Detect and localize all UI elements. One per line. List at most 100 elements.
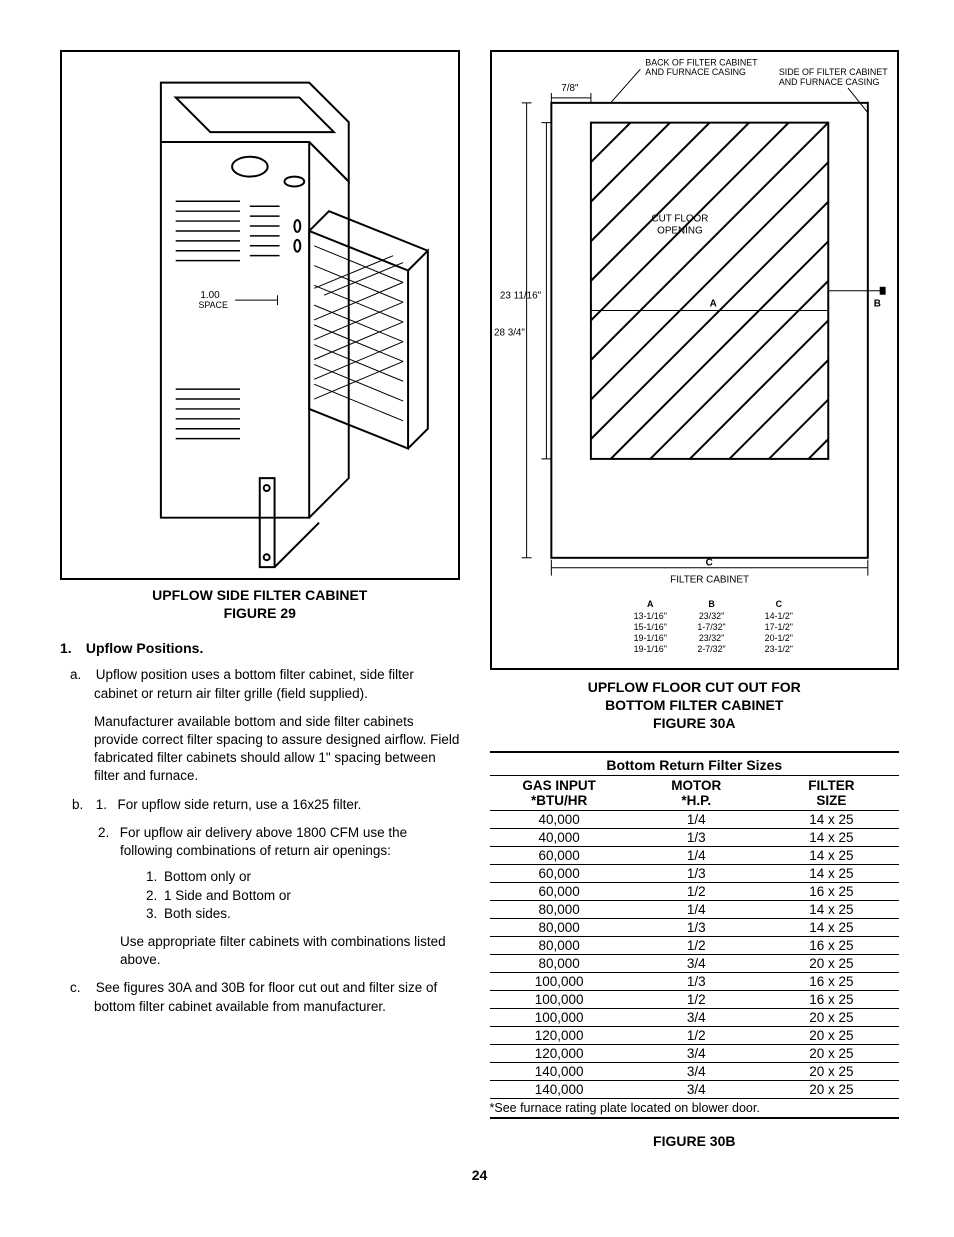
- table-cell: 16 x 25: [764, 972, 899, 990]
- table-cell: 120,000: [490, 1044, 629, 1062]
- figure-29-svg: 1.00 SPACE: [62, 52, 458, 578]
- dimtable-cell: 2-7/32": [697, 644, 725, 654]
- dimtable-cell: 19-1/16": [633, 644, 666, 654]
- table-row: 120,0003/420 x 25: [490, 1044, 900, 1062]
- dim-7-8: 7/8": [561, 83, 579, 94]
- th-gas-input: GAS INPUT: [494, 778, 625, 793]
- th-size: SIZE: [768, 793, 895, 808]
- th-filter: FILTER: [768, 778, 895, 793]
- table-cell: 1/2: [629, 936, 764, 954]
- table-row: 60,0001/314 x 25: [490, 864, 900, 882]
- table-row: 60,0001/216 x 25: [490, 882, 900, 900]
- para-b2-tail: Use appropriate filter cabinets with com…: [120, 933, 460, 969]
- table-cell: 40,000: [490, 810, 629, 828]
- table-cell: 14 x 25: [764, 918, 899, 936]
- table-cell: 14 x 25: [764, 810, 899, 828]
- table-cell: 3/4: [629, 1080, 764, 1098]
- table-cell: 1/2: [629, 1026, 764, 1044]
- dimtable-cell: 15-1/16": [633, 622, 666, 632]
- table-cell: 100,000: [490, 990, 629, 1008]
- table-cell: 1/3: [629, 828, 764, 846]
- dimtable-h-B: B: [708, 599, 715, 609]
- b2-list-item: 1.Bottom only or: [146, 868, 460, 886]
- table-cell: 80,000: [490, 954, 629, 972]
- left-column: 1.00 SPACE UPFLOW SIDE FILTER CABINET FI…: [60, 50, 460, 1149]
- table-cell: 3/4: [629, 954, 764, 972]
- table-cell: 14 x 25: [764, 864, 899, 882]
- table-cell: 20 x 25: [764, 1026, 899, 1044]
- dim-28-3-4: 28 3/4": [493, 327, 524, 338]
- fig30a-caption-l1: UPFLOW FLOOR CUT OUT FOR: [490, 678, 900, 696]
- figure-29-caption-line2: FIGURE 29: [60, 604, 460, 622]
- table-cell: 16 x 25: [764, 882, 899, 900]
- table-cell: 14 x 25: [764, 828, 899, 846]
- b2-list-item: 3.Both sides.: [146, 905, 460, 923]
- table-cell: 120,000: [490, 1026, 629, 1044]
- text-b1: For upflow side return, use a 16x25 filt…: [118, 797, 362, 812]
- dimtable-cell: 19-1/16": [633, 633, 666, 643]
- table-30b: Bottom Return Filter Sizes GAS INPUT *BT…: [490, 751, 900, 1119]
- section-1-title-text: Upflow Positions.: [86, 640, 203, 656]
- dimtable-cell: 23/32": [698, 633, 723, 643]
- label-side2: AND FURNACE CASING: [778, 77, 879, 87]
- table-cell: 1/4: [629, 810, 764, 828]
- table-row: 80,0001/414 x 25: [490, 900, 900, 918]
- table-cell: 60,000: [490, 864, 629, 882]
- dimtable-cell: 13-1/16": [633, 611, 666, 621]
- table-cell: 60,000: [490, 882, 629, 900]
- fig30a-caption-l2: BOTTOM FILTER CABINET: [490, 696, 900, 714]
- figure-29-box: 1.00 SPACE: [60, 50, 460, 580]
- table-cell: 1/2: [629, 882, 764, 900]
- table-cell: 1/4: [629, 846, 764, 864]
- table-cell: 1/3: [629, 918, 764, 936]
- table-row: 140,0003/420 x 25: [490, 1062, 900, 1080]
- dimtable-cell: 14-1/2": [764, 611, 792, 621]
- table-cell: 16 x 25: [764, 936, 899, 954]
- table-cell: 80,000: [490, 936, 629, 954]
- dimtable-cell: 17-1/2": [764, 622, 792, 632]
- table-cell: 100,000: [490, 1008, 629, 1026]
- figure-30a-box: BACK OF FILTER CABINET AND FURNACE CASIN…: [490, 50, 900, 670]
- label-back: BACK OF FILTER CABINET: [645, 57, 758, 67]
- table-title: Bottom Return Filter Sizes: [490, 753, 900, 776]
- table-cell: 140,000: [490, 1080, 629, 1098]
- page: 1.00 SPACE UPFLOW SIDE FILTER CABINET FI…: [0, 0, 954, 1237]
- figure-30a-caption: UPFLOW FLOOR CUT OUT FOR BOTTOM FILTER C…: [490, 678, 900, 733]
- figure-30a-svg: BACK OF FILTER CABINET AND FURNACE CASIN…: [492, 52, 898, 668]
- table-cell: 1/3: [629, 972, 764, 990]
- para-a2: Manufacturer available bottom and side f…: [94, 713, 460, 786]
- table-cell: 60,000: [490, 846, 629, 864]
- page-number: 24: [60, 1167, 899, 1183]
- table-row: 100,0003/420 x 25: [490, 1008, 900, 1026]
- figure-30b-caption: FIGURE 30B: [490, 1133, 900, 1149]
- table-row: 60,0001/414 x 25: [490, 846, 900, 864]
- table-cell: 20 x 25: [764, 1044, 899, 1062]
- b2-item-n: 2.: [146, 887, 164, 905]
- label-b2: 2.: [98, 824, 116, 842]
- table-cell: 20 x 25: [764, 1062, 899, 1080]
- table-row: 100,0001/316 x 25: [490, 972, 900, 990]
- cut-opening: OPENING: [657, 225, 703, 236]
- para-b2: 2. For upflow air delivery above 1800 CF…: [120, 824, 460, 860]
- th-hp: *H.P.: [633, 793, 760, 808]
- b2-item-n: 1.: [146, 868, 164, 886]
- figure-29-caption: UPFLOW SIDE FILTER CABINET FIGURE 29: [60, 586, 460, 622]
- para-a: a. Upflow position uses a bottom filter …: [94, 666, 460, 702]
- table-cell: 20 x 25: [764, 954, 899, 972]
- table-cell: 20 x 25: [764, 1080, 899, 1098]
- table-row: 80,0003/420 x 25: [490, 954, 900, 972]
- label-a: a.: [70, 666, 92, 684]
- table-cell: 3/4: [629, 1008, 764, 1026]
- b2-list: 1.Bottom only or 2.1 Side and Bottom or …: [146, 868, 460, 923]
- dim-23-11-16: 23 11/16": [499, 291, 541, 302]
- b2-item-t: Bottom only or: [164, 869, 251, 884]
- table-cell: 40,000: [490, 828, 629, 846]
- th-btu-hr: *BTU/HR: [494, 793, 625, 808]
- table-cell: 140,000: [490, 1062, 629, 1080]
- b2-item-t: Both sides.: [164, 906, 231, 921]
- dimtable-cell: 20-1/2": [764, 633, 792, 643]
- table-cell: 3/4: [629, 1044, 764, 1062]
- two-column-layout: 1.00 SPACE UPFLOW SIDE FILTER CABINET FI…: [60, 50, 899, 1149]
- table-row: 80,0001/314 x 25: [490, 918, 900, 936]
- table-cell: 16 x 25: [764, 990, 899, 1008]
